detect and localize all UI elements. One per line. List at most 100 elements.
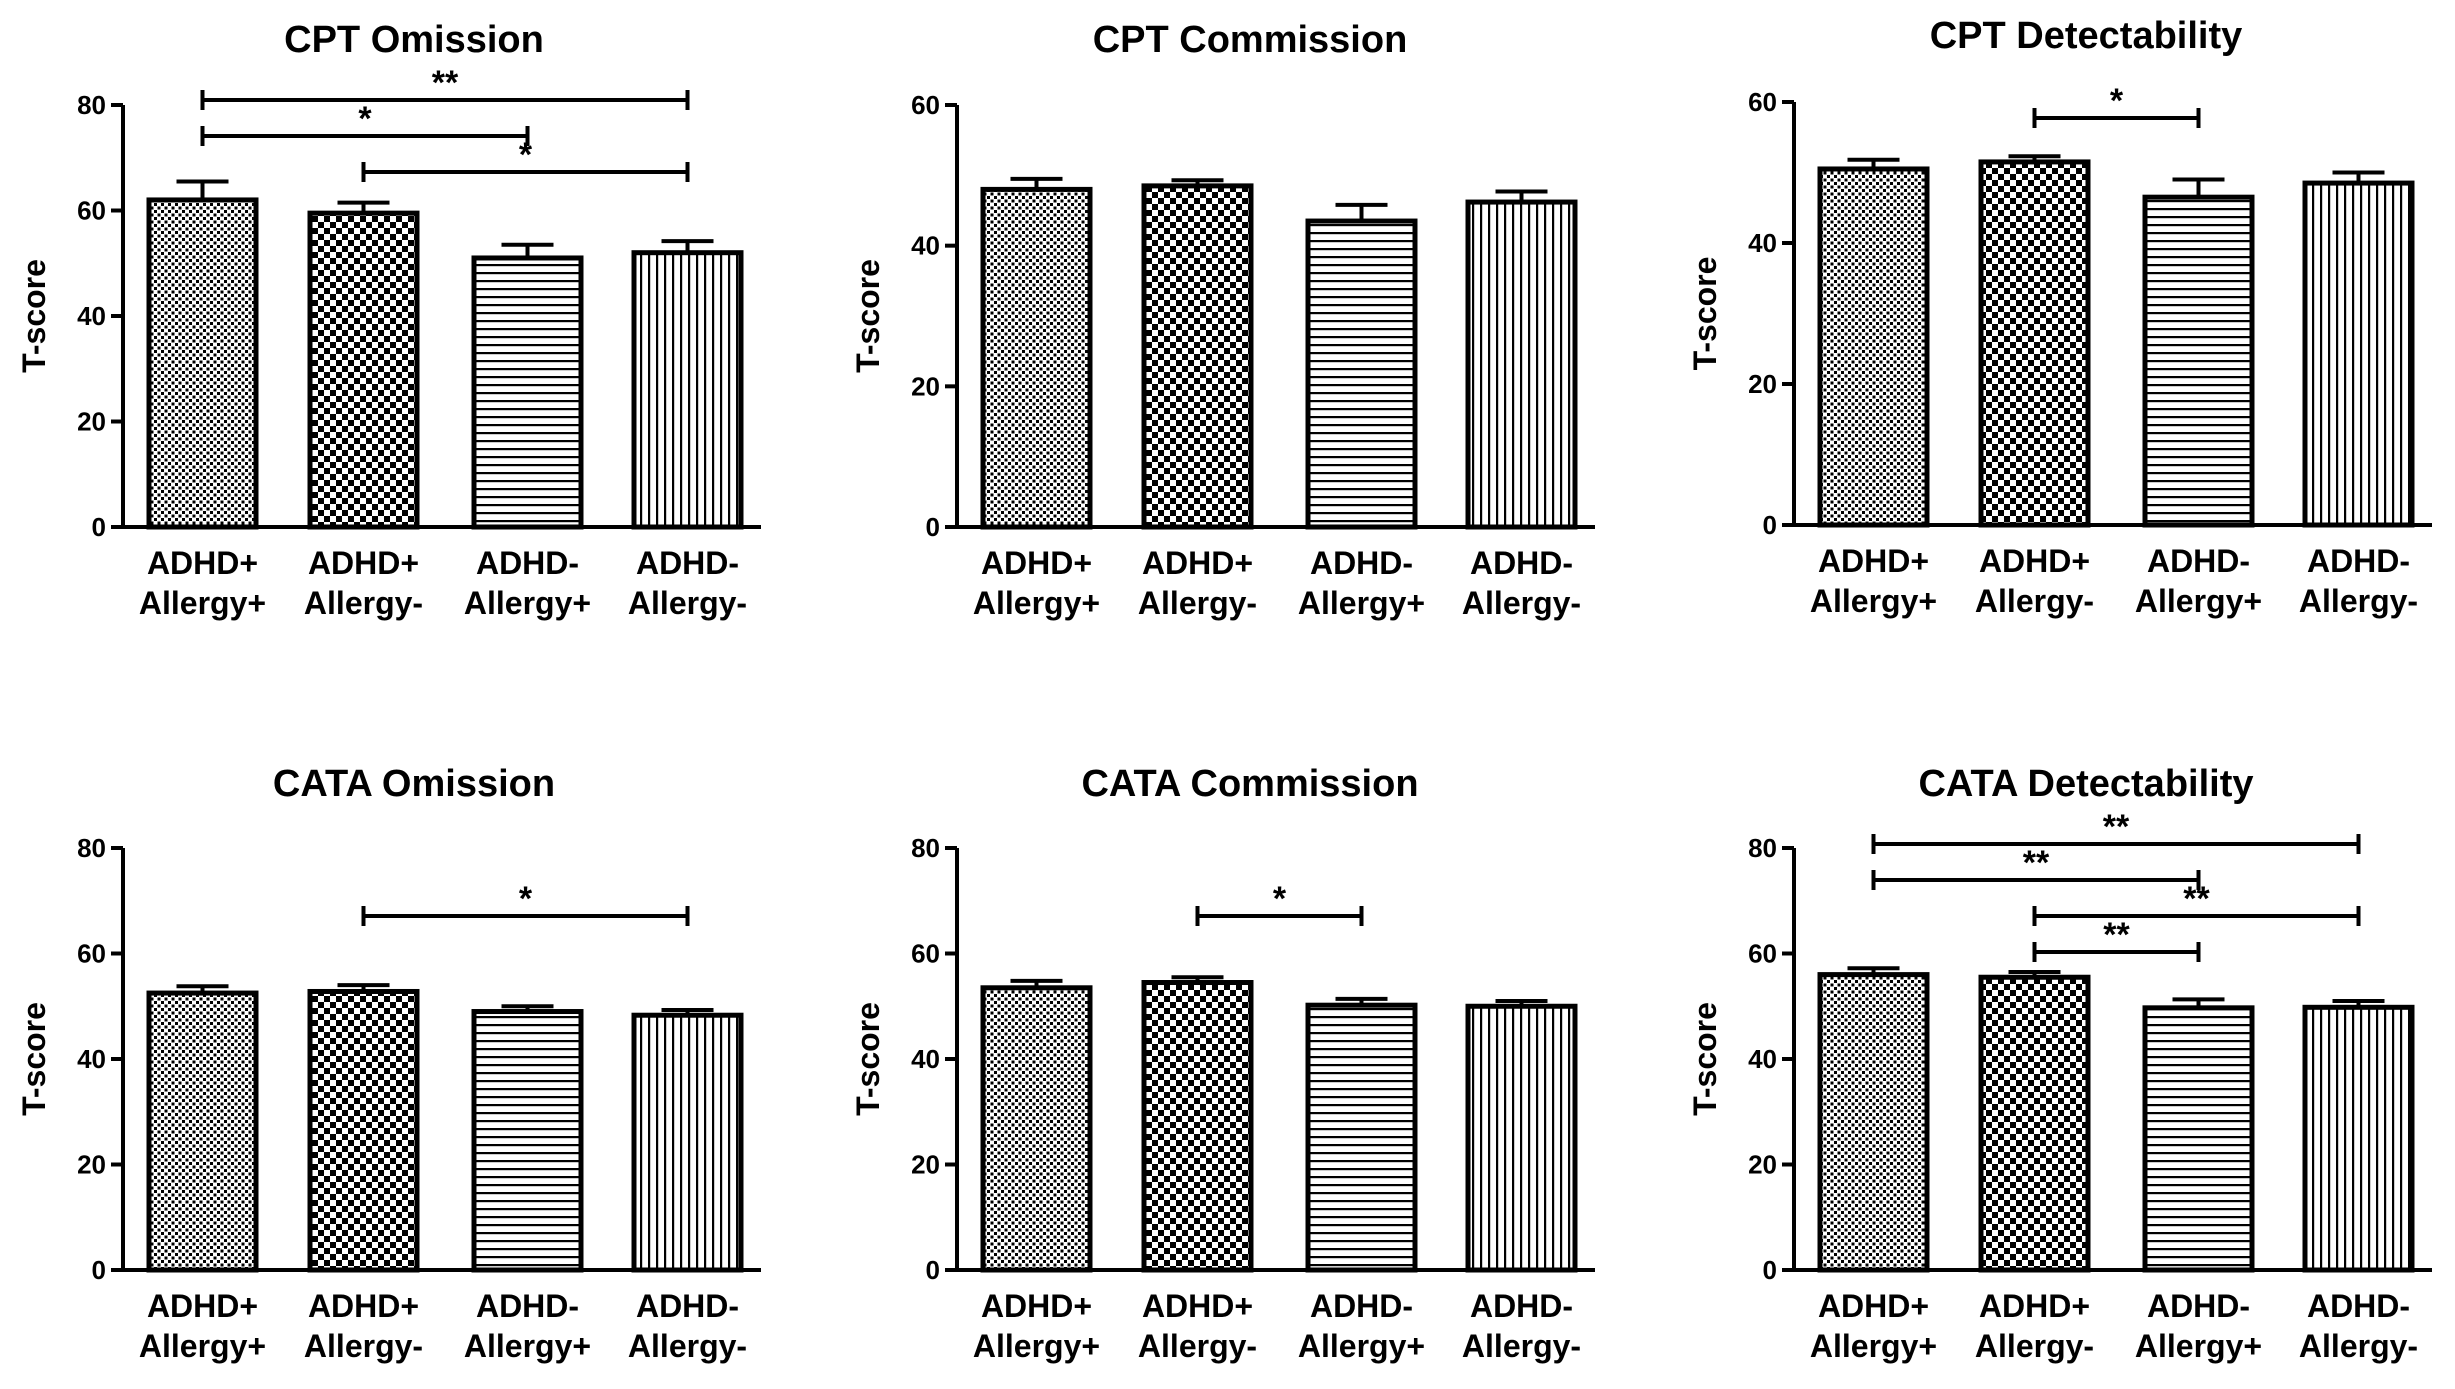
- x-category-label: ADHD+: [1142, 1288, 1253, 1324]
- bar-3: [471, 1009, 584, 1273]
- y-axis-label: T-score: [850, 259, 886, 373]
- significance-label: **: [432, 64, 459, 102]
- x-category-label: ADHD-: [476, 545, 579, 581]
- bar-2: [1978, 974, 2091, 1273]
- x-category-label: ADHD-: [476, 1288, 579, 1324]
- x-category-label: ADHD+: [1818, 1288, 1929, 1324]
- x-category-label: Allergy-: [628, 585, 747, 621]
- x-category-label: Allergy-: [304, 1328, 423, 1364]
- bar-3: [1305, 218, 1418, 530]
- x-category-label: Allergy+: [2135, 583, 2262, 619]
- bar-2: [307, 210, 420, 530]
- bar-3: [2142, 1005, 2255, 1273]
- chart-title: CATA Detectability: [1918, 763, 2253, 805]
- y-tick-label: 0: [926, 512, 940, 542]
- bar-1: [1817, 972, 1930, 1273]
- significance-label: *: [358, 100, 372, 138]
- y-tick-label: 20: [77, 1150, 106, 1180]
- bar-2: [1141, 183, 1254, 530]
- x-category-label: Allergy-: [628, 1328, 747, 1364]
- y-tick-label: 60: [77, 196, 106, 226]
- y-tick-label: 0: [92, 512, 106, 542]
- y-tick-label: 20: [911, 371, 940, 401]
- chart-panel-5: CATA Commission T-score 0 20 40 60 80 ADHD+ Alle…: [850, 763, 1595, 1364]
- bar-1: [980, 985, 1093, 1273]
- chart-title: CATA Commission: [1081, 763, 1418, 805]
- x-category-label: ADHD+: [1979, 1288, 2090, 1324]
- y-tick-label: 0: [92, 1255, 106, 1285]
- y-tick-label: 20: [1748, 1150, 1777, 1180]
- bar-3: [1305, 1002, 1418, 1273]
- x-category-label: Allergy-: [1975, 583, 2094, 619]
- x-category-label: ADHD+: [308, 1288, 419, 1324]
- y-tick-label: 60: [1748, 939, 1777, 969]
- y-tick-label: 0: [1763, 1255, 1777, 1285]
- x-category-label: Allergy+: [139, 1328, 266, 1364]
- y-axis-label: T-score: [850, 1002, 886, 1116]
- y-tick-label: 60: [911, 90, 940, 120]
- x-category-label: ADHD+: [147, 1288, 258, 1324]
- y-tick-label: 20: [1748, 369, 1777, 399]
- significance-label: *: [519, 136, 533, 174]
- y-tick-label: 40: [1748, 228, 1777, 258]
- y-tick-label: 40: [77, 1044, 106, 1074]
- x-category-label: Allergy+: [2135, 1328, 2262, 1364]
- y-tick-label: 60: [1748, 87, 1777, 117]
- x-category-label: ADHD+: [147, 545, 258, 581]
- x-category-label: ADHD+: [1979, 543, 2090, 579]
- significance-label: **: [2023, 844, 2050, 882]
- y-tick-label: 60: [911, 939, 940, 969]
- x-category-label: Allergy+: [1810, 583, 1937, 619]
- bar-1: [1817, 166, 1930, 528]
- x-category-label: ADHD+: [1818, 543, 1929, 579]
- significance-label: **: [2183, 880, 2210, 918]
- x-category-label: ADHD+: [981, 1288, 1092, 1324]
- x-category-label: ADHD-: [1310, 1288, 1413, 1324]
- x-category-label: ADHD-: [2147, 1288, 2250, 1324]
- x-category-label: Allergy+: [973, 1328, 1100, 1364]
- chart-title: CPT Detectability: [1930, 15, 2243, 57]
- bar-2: [1978, 159, 2091, 528]
- bar-1: [146, 197, 259, 530]
- chart-panel-3: CPT Detectability T-score 0 20 40 60 ADHD+ Alle…: [1687, 15, 2432, 619]
- bar-1: [146, 990, 259, 1273]
- x-category-label: Allergy+: [139, 585, 266, 621]
- significance-label: *: [2110, 82, 2124, 120]
- x-category-label: Allergy-: [2299, 583, 2418, 619]
- y-tick-label: 40: [911, 1044, 940, 1074]
- significance-label: **: [2103, 808, 2130, 846]
- y-axis-label: T-score: [1687, 257, 1723, 371]
- x-category-label: Allergy-: [1975, 1328, 2094, 1364]
- chart-panel-4: CATA Omission T-score 0 20 40 60 80 ADHD+ Allerg…: [16, 763, 761, 1364]
- y-tick-label: 80: [911, 833, 940, 863]
- x-category-label: ADHD+: [981, 545, 1092, 581]
- bar-4: [2302, 1004, 2415, 1273]
- x-category-label: Allergy+: [464, 585, 591, 621]
- x-category-label: ADHD-: [2307, 543, 2410, 579]
- bar-4: [2302, 180, 2415, 528]
- chart-title: CPT Commission: [1093, 19, 1408, 61]
- y-tick-label: 0: [926, 1255, 940, 1285]
- bar-4: [1465, 199, 1578, 530]
- x-category-label: ADHD-: [1310, 545, 1413, 581]
- x-category-label: ADHD-: [636, 545, 739, 581]
- x-category-label: ADHD-: [2307, 1288, 2410, 1324]
- bar-2: [307, 988, 420, 1273]
- chart-panel-2: CPT Commission T-score 0 20 40 60 ADHD+ Allergy…: [850, 19, 1595, 621]
- bar-3: [2142, 194, 2255, 528]
- x-category-label: Allergy-: [1138, 585, 1257, 621]
- chart-panel-1: CPT Omission T-score 0 20 40 60 80 ADHD+ Allergy…: [16, 19, 761, 621]
- y-tick-label: 20: [911, 1150, 940, 1180]
- significance-label: *: [1273, 880, 1287, 918]
- y-axis-label: T-score: [16, 259, 52, 373]
- x-category-label: Allergy+: [973, 585, 1100, 621]
- significance-label: *: [519, 880, 533, 918]
- x-category-label: Allergy-: [1462, 1328, 1581, 1364]
- y-tick-label: 80: [1748, 833, 1777, 863]
- x-category-label: ADHD-: [2147, 543, 2250, 579]
- y-tick-label: 40: [77, 301, 106, 331]
- y-tick-label: 40: [911, 231, 940, 261]
- y-tick-label: 20: [77, 407, 106, 437]
- y-axis-label: T-score: [1687, 1002, 1723, 1116]
